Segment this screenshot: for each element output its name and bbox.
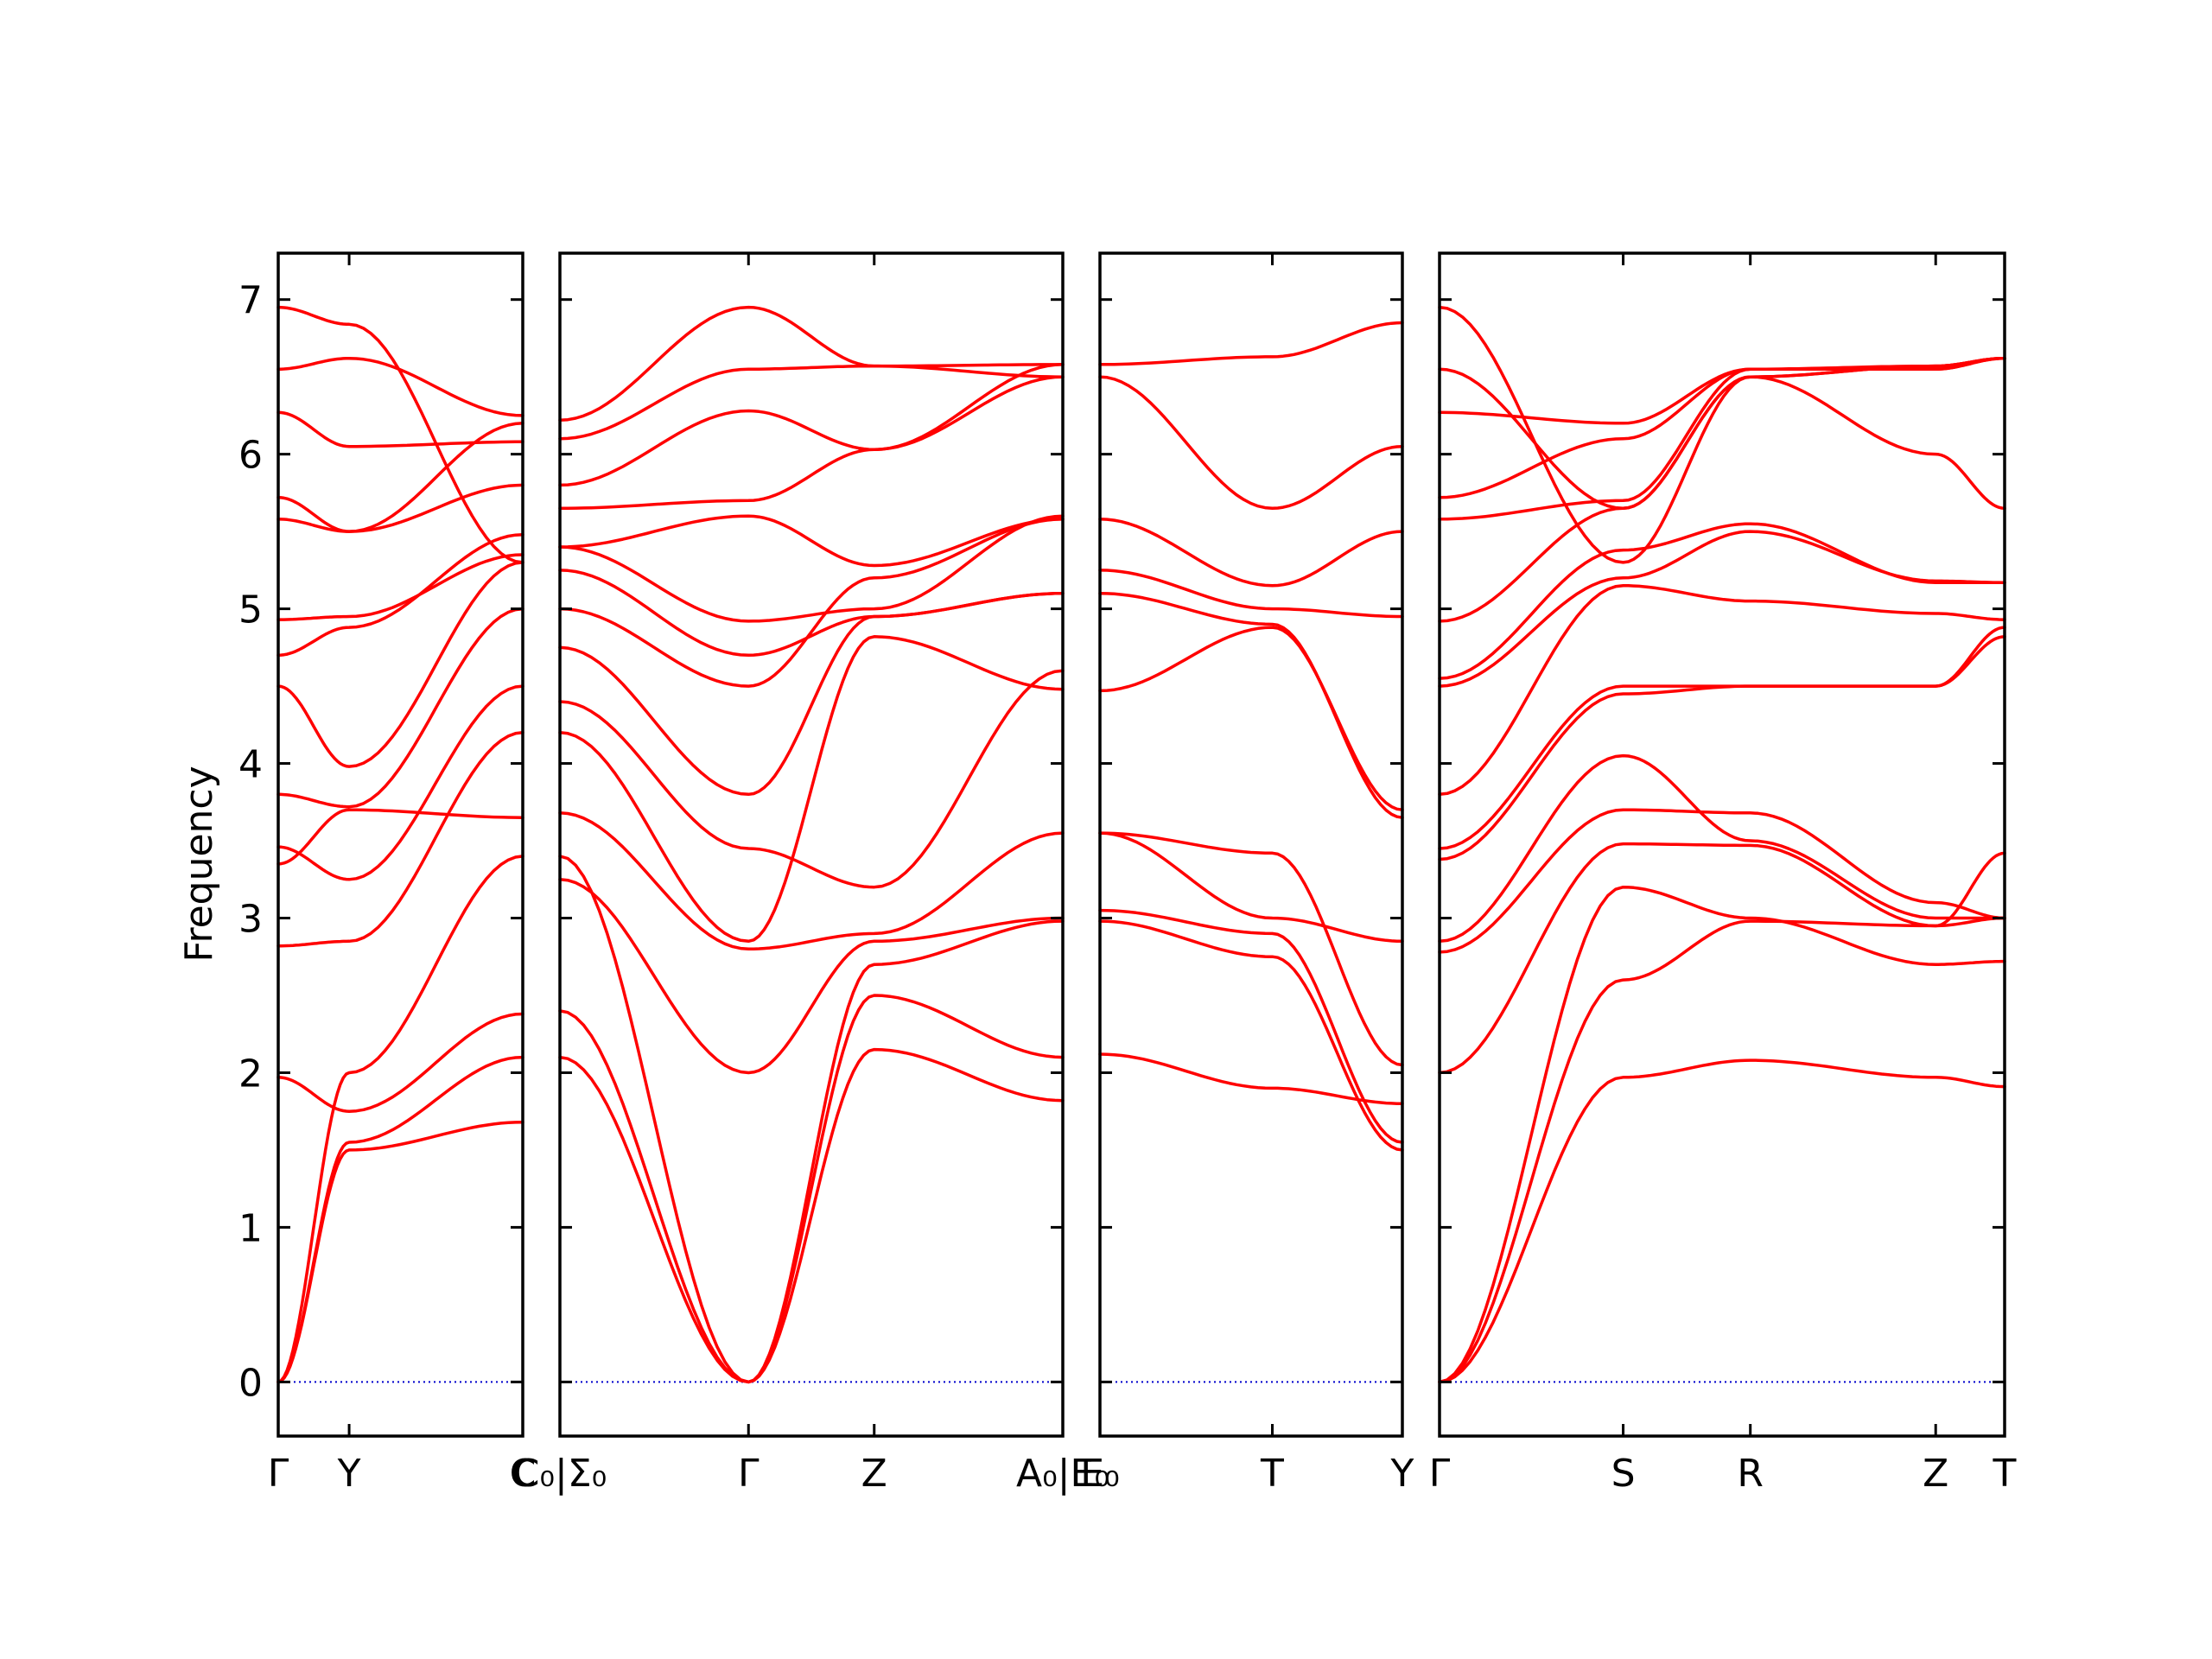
band-10 <box>1098 375 1404 511</box>
band-10 <box>558 569 1065 658</box>
panel-3: E₀ T Y <box>1080 251 1414 1496</box>
y-tick-label: 5 <box>238 588 263 632</box>
y-tick-label: 6 <box>238 434 263 478</box>
band-14 <box>558 375 1065 487</box>
band-3 <box>1098 908 1404 1144</box>
band-17 <box>1438 305 2006 564</box>
band-14 <box>1438 356 2006 499</box>
band-8 <box>558 591 1065 797</box>
band-3 <box>276 855 524 1384</box>
band-13 <box>1438 356 2006 521</box>
band-5 <box>1438 808 2006 954</box>
band-6 <box>1438 753 2006 944</box>
x-tick-label: T <box>1993 1452 2017 1496</box>
band-2 <box>1098 919 1404 1152</box>
band-10 <box>276 532 524 658</box>
x-tick-label: S <box>1611 1452 1636 1496</box>
band-15 <box>276 356 524 417</box>
panel-frame <box>558 251 1065 1438</box>
x-tick-label: R <box>1737 1452 1764 1496</box>
x-tick-label: Γ <box>268 1452 289 1496</box>
band-16 <box>276 305 524 564</box>
band-11 <box>276 553 524 621</box>
panel-2: C₀|Σ₀ Γ Z A₀|E₀ <box>513 251 1109 1496</box>
band-9 <box>1438 584 2006 797</box>
band-2 <box>558 1009 1065 1384</box>
band-10 <box>1438 530 2006 688</box>
x-tick-label: Y <box>337 1452 361 1496</box>
band-5 <box>1098 831 1404 1067</box>
band-7 <box>276 808 524 866</box>
band-2 <box>276 1055 524 1384</box>
y-tick-label: 4 <box>238 743 263 787</box>
band-2 <box>1438 916 2006 1384</box>
band-6 <box>1098 626 1404 811</box>
band-7 <box>1438 635 2006 861</box>
x-tick-label: Z <box>1923 1452 1948 1496</box>
band-14 <box>276 410 524 448</box>
band-15 <box>558 364 1065 441</box>
y-tick-label: 3 <box>238 898 263 942</box>
band-13 <box>276 422 524 533</box>
band-1 <box>558 994 1065 1384</box>
band-4 <box>558 878 1065 1075</box>
x-tick-label: Y <box>1390 1452 1414 1496</box>
band-8 <box>1098 569 1404 619</box>
x-tick-label: Γ <box>738 1452 760 1496</box>
band-16 <box>558 305 1065 423</box>
band-6 <box>276 684 524 881</box>
band-9 <box>1098 518 1404 588</box>
band-8 <box>1438 626 2006 850</box>
band-4 <box>1438 842 2006 1075</box>
x-tick-label: C₀|Σ₀ <box>513 1452 607 1496</box>
panel-frame <box>1438 251 2006 1438</box>
y-tick-label: 7 <box>238 279 263 323</box>
band-7 <box>1098 591 1404 819</box>
y-tick-label: 0 <box>238 1361 263 1405</box>
band-3 <box>1438 885 2006 1384</box>
panel-frame <box>1098 251 1404 1438</box>
band-11 <box>1438 522 2006 680</box>
band-1 <box>1438 1058 2006 1384</box>
band-8 <box>276 607 524 809</box>
y-tick-label: 1 <box>238 1206 263 1250</box>
band-5 <box>558 811 1065 951</box>
band-5 <box>276 731 524 948</box>
band-12 <box>1438 375 2006 623</box>
band-9 <box>276 561 524 768</box>
y-axis-label: Frequency <box>177 766 221 962</box>
band-12 <box>558 514 1065 568</box>
x-tick-label: A₀|E₀ <box>1016 1452 1109 1496</box>
x-tick-label: Z <box>861 1452 887 1496</box>
band-6 <box>558 635 1065 944</box>
x-tick-label: C <box>510 1452 537 1496</box>
band-11 <box>558 514 1065 623</box>
band-9 <box>558 518 1065 688</box>
band-3 <box>558 855 1065 1384</box>
band-4 <box>276 1012 524 1113</box>
x-tick-label: E₀ <box>1080 1452 1119 1496</box>
band-13 <box>558 363 1065 511</box>
band-4 <box>1098 831 1404 944</box>
band-11 <box>1098 321 1404 366</box>
x-tick-label: Γ <box>1429 1452 1451 1496</box>
panel-frame <box>276 251 524 1438</box>
band-16 <box>1438 356 2006 511</box>
x-tick-label: T <box>1260 1452 1284 1496</box>
y-tick-label: 2 <box>238 1052 263 1096</box>
band-7 <box>558 669 1065 889</box>
